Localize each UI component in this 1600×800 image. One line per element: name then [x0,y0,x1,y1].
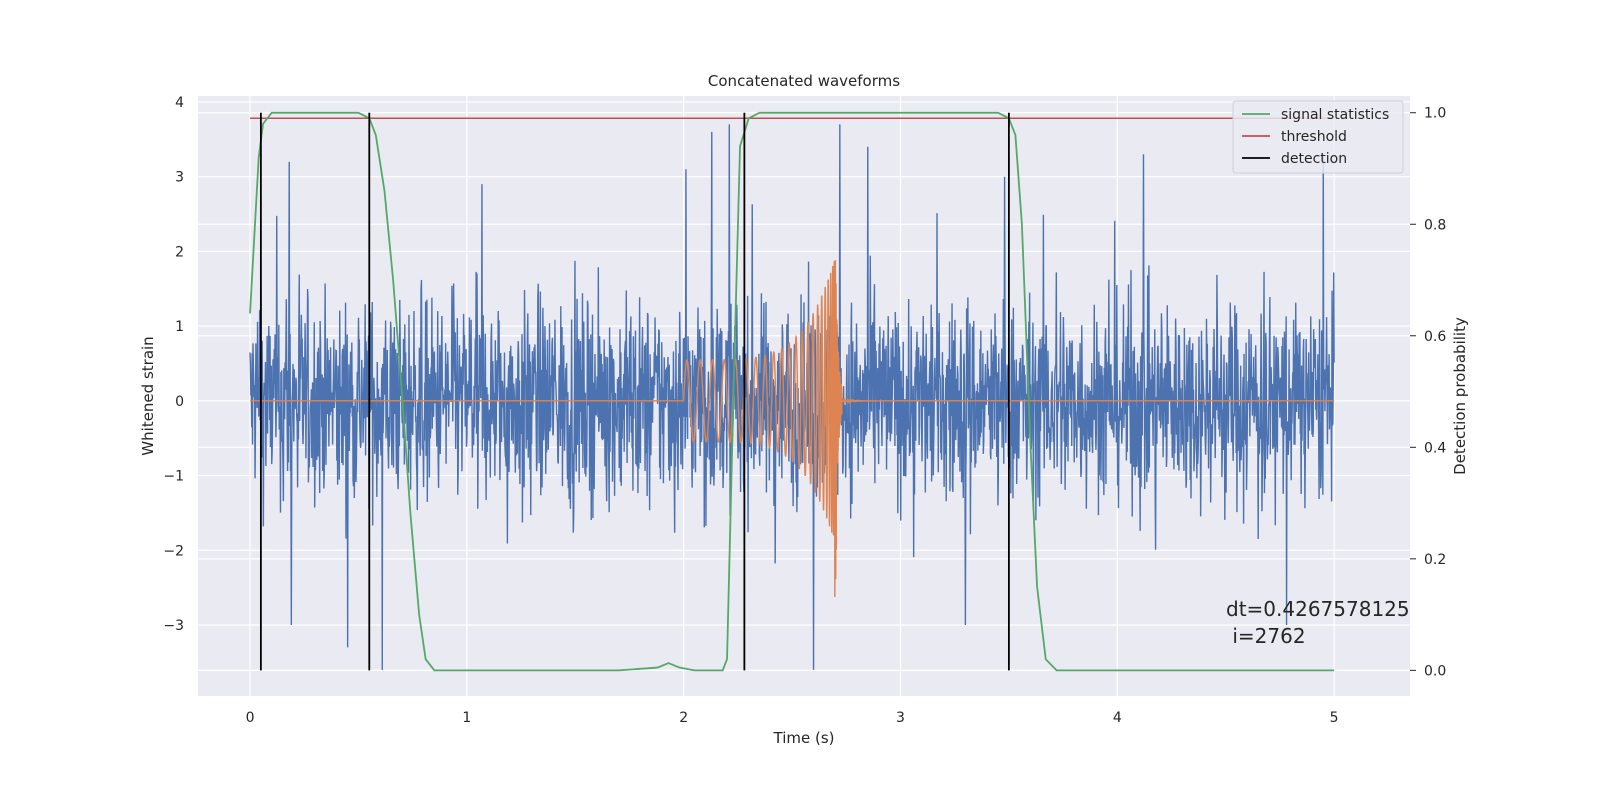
right-axis-series [249,111,1335,672]
legend-label: threshold [1281,129,1347,145]
chirp-series [250,260,1335,598]
y-tick-label: 1 [175,319,184,335]
x-tick-label: 0 [246,710,255,726]
annotation-dt: dt=0.4267578125 [1226,597,1410,621]
y2-tick-label: 0.4 [1424,440,1446,456]
y-tick-label: −3 [163,618,184,634]
x-axis-label: Time (s) [773,729,835,747]
y2-tick-label: 1.0 [1424,106,1446,122]
noise-line [249,124,1335,670]
chirp-line [250,260,1335,598]
y-axis-label: Whitened strain [139,336,157,455]
legend-label: signal statistics [1281,107,1389,123]
y2-axis-label: Detection probability [1451,317,1469,475]
y2-tick-label: 0.0 [1424,663,1446,679]
legend-label: detection [1281,151,1347,167]
x-tick-label: 3 [896,710,905,726]
annotation-i: i=2762 [1226,624,1306,648]
y-tick-label: −2 [163,543,184,559]
noise-series [249,124,1335,670]
y2-tick-label: 0.2 [1424,552,1446,568]
ticks: 0 1 2 3 4 5 −3 −2 −1 0 1 2 3 4 0.0 0.2 0.4 0.6 0.8 1.0 [163,95,1446,726]
chart-title: Concatenated waveforms [708,72,900,90]
y2-tick-label: 0.8 [1424,217,1446,233]
x-tick-label: 2 [679,710,688,726]
legend-box [1232,100,1404,174]
y-tick-label: −1 [163,469,184,485]
x-tick-label: 1 [462,710,471,726]
y2-tick-label: 0.6 [1424,329,1446,345]
y-tick-label: 2 [175,244,184,260]
y-tick-label: 3 [175,170,184,186]
legend: signal statistics threshold detection [1232,100,1404,174]
x-tick-label: 4 [1113,710,1122,726]
y-tick-label: 4 [175,95,184,111]
y-tick-label: 0 [175,394,184,410]
signal-statistics-line [249,111,1335,672]
x-tick-label: 5 [1330,710,1339,726]
